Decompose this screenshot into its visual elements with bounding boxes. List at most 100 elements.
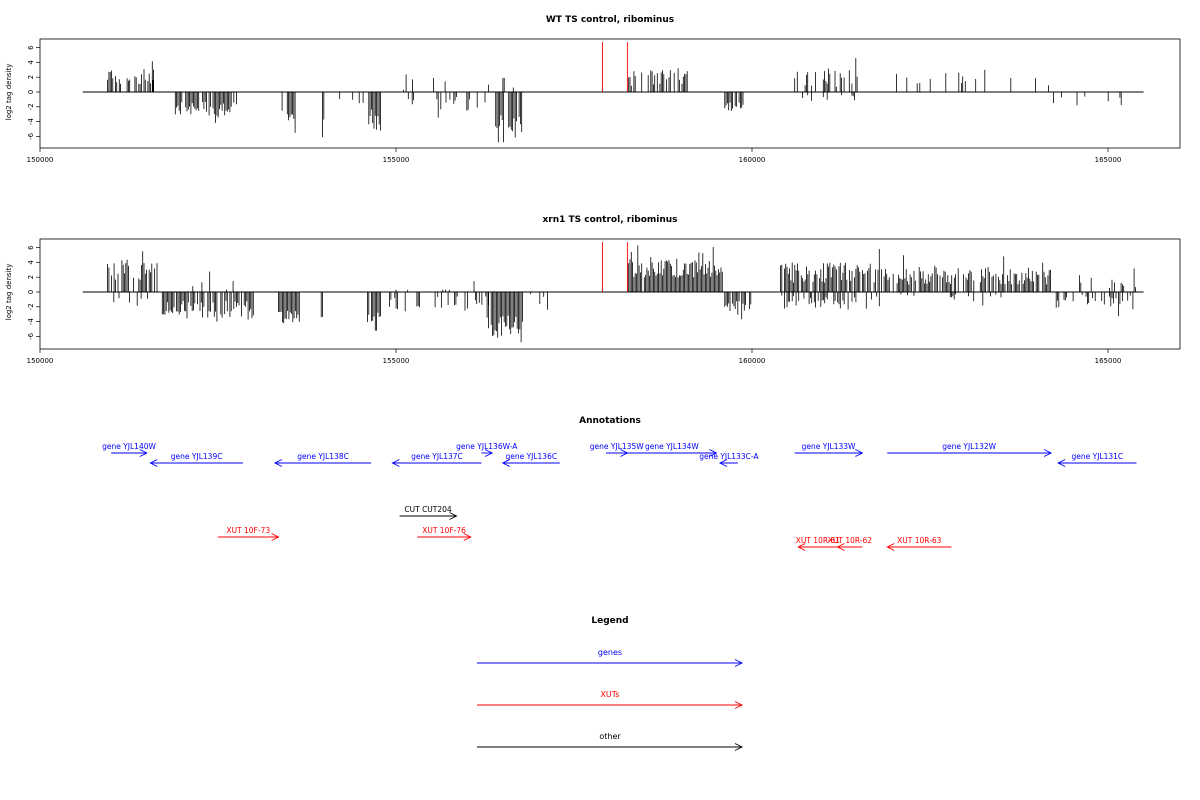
y-tick-label: 4 (27, 60, 35, 65)
y-axis: 6 4 2 0 -2 -4 -6 (27, 245, 40, 340)
chart-title: WT TS control, ribominus (546, 15, 674, 25)
annotation-gene: gene YJL133W (794, 442, 864, 457)
annotation-gene: gene YJL136W-A (456, 442, 518, 457)
annotation-other: CUT CUT204 (399, 505, 458, 520)
annotation-label: gene YJL138C (297, 452, 349, 461)
y-tick-label: 2 (27, 275, 35, 279)
annotation-gene: gene YJL132W (887, 442, 1053, 457)
annotation-gene: gene YJL135W (590, 442, 644, 457)
x-axis: 150000 155000 160000 165000 (27, 148, 1122, 164)
plot-frame (39, 238, 1181, 350)
arrowhead-icon (734, 701, 744, 709)
legend-item-xut: XUTs (477, 690, 744, 709)
annotation-label: gene YJL133W (802, 442, 856, 451)
y-tick-label: 6 (27, 45, 35, 50)
x-tick-label: 165000 (1095, 357, 1122, 365)
legend-title: Legend (591, 616, 628, 626)
legend-label: other (599, 732, 621, 741)
arrowhead-icon (718, 459, 728, 467)
annotation-label: gene YJL139C (171, 452, 223, 461)
signal-bars (82, 245, 1144, 343)
annotation-gene: gene YJL133C-A (699, 452, 759, 467)
annotation-label: gene YJL135W (590, 442, 644, 451)
annotation-gene: gene YJL139C (149, 452, 243, 467)
annotation-label: XUT 10F-73 (226, 526, 270, 535)
annotation-xut: XUT 10F-73 (218, 526, 280, 541)
x-axis: 150000 155000 160000 165000 (27, 349, 1122, 365)
y-tick-label: -4 (27, 118, 35, 126)
annotation-label: XUT 10R-61 (796, 536, 841, 545)
arrowhead-icon (463, 533, 472, 541)
annotation-xut: XUT 10R-61 (796, 536, 841, 551)
arrowhead-icon (139, 449, 148, 457)
y-tick-label: -2 (27, 103, 35, 110)
arrowhead-icon (1043, 449, 1053, 457)
arrowhead-icon (734, 743, 744, 751)
annotation-xut: XUT 10R-62 (828, 536, 873, 551)
arrowhead-icon (501, 459, 511, 467)
plot-frame (39, 38, 1181, 149)
annotation-label: XUT 10F-76 (422, 526, 466, 535)
annotation-gene: gene YJL140W (102, 442, 156, 457)
annotation-gene: gene YJL131C (1057, 452, 1137, 467)
annotation-label: gene YJL137C (411, 452, 463, 461)
x-tick-label: 155000 (383, 156, 410, 164)
y-tick-label: 2 (27, 75, 35, 79)
y-tick-label: -4 (27, 318, 35, 326)
annotation-gene: gene YJL137C (391, 452, 482, 467)
y-tick-label: 0 (27, 290, 35, 294)
annotation-label: XUT 10R-62 (828, 536, 873, 545)
arrowhead-icon (271, 533, 280, 541)
legend-label: genes (598, 648, 622, 657)
y-tick-label: -6 (27, 332, 35, 340)
annotation-label: gene YJL136W-A (456, 442, 518, 451)
arrowhead-icon (886, 543, 895, 551)
annotation-label: gene YJL136C (505, 452, 557, 461)
annotation-label: XUT 10R-63 (897, 536, 942, 545)
y-tick-label: 0 (27, 90, 35, 94)
y-tick-label: 6 (27, 245, 35, 250)
panel-xrn1-track: xrn1 TS control, ribominus log2 tag dens… (5, 215, 1181, 365)
arrowhead-icon (855, 449, 864, 457)
x-tick-label: 150000 (27, 156, 54, 164)
markers (602, 242, 628, 292)
arrowhead-icon (149, 459, 158, 467)
signal-bars (82, 58, 1144, 143)
signal-bars-path (107, 245, 1136, 343)
chart-title: xrn1 TS control, ribominus (542, 215, 677, 225)
arrowhead-icon (1057, 459, 1066, 467)
annotation-gene: gene YJL138C (273, 452, 372, 467)
markers (602, 42, 628, 92)
annotation-label: gene YJL133C-A (699, 452, 759, 461)
y-axis-label: log2 tag density (5, 264, 13, 321)
x-tick-label: 165000 (1095, 156, 1122, 164)
y-axis: 6 4 2 0 -2 -4 -6 (27, 45, 40, 140)
arrowhead-icon (273, 459, 283, 467)
arrowhead-icon (484, 449, 494, 457)
legend-item-gene: genes (477, 648, 744, 667)
legend-item-other: other (477, 732, 744, 751)
arrowhead-icon (449, 512, 458, 520)
annotation-xut: XUT 10R-63 (886, 536, 952, 551)
arrowhead-icon (734, 659, 744, 667)
panel-wt-track: WT TS control, ribominus log2 tag densit… (5, 15, 1181, 164)
annotation-label: gene YJL140W (102, 442, 156, 451)
legend-items: genes XUTs other (477, 648, 744, 751)
y-tick-label: 4 (27, 260, 35, 265)
arrowhead-icon (391, 459, 400, 467)
x-tick-label: 160000 (739, 357, 766, 365)
x-tick-label: 150000 (27, 357, 54, 365)
y-tick-label: -2 (27, 303, 35, 310)
annotation-label: gene YJL132W (942, 442, 996, 451)
y-axis-label: log2 tag density (5, 64, 13, 121)
annotation-label: gene YJL134W (645, 442, 699, 451)
annotation-label: gene YJL131C (1071, 452, 1123, 461)
legend: Legend genes XUTs other (477, 616, 744, 751)
x-tick-label: 160000 (739, 156, 766, 164)
x-tick-label: 155000 (383, 357, 410, 365)
annotation-label: CUT CUT204 (404, 505, 452, 514)
annotation-xut: XUT 10F-76 (417, 526, 472, 541)
arrowhead-icon (797, 543, 806, 551)
